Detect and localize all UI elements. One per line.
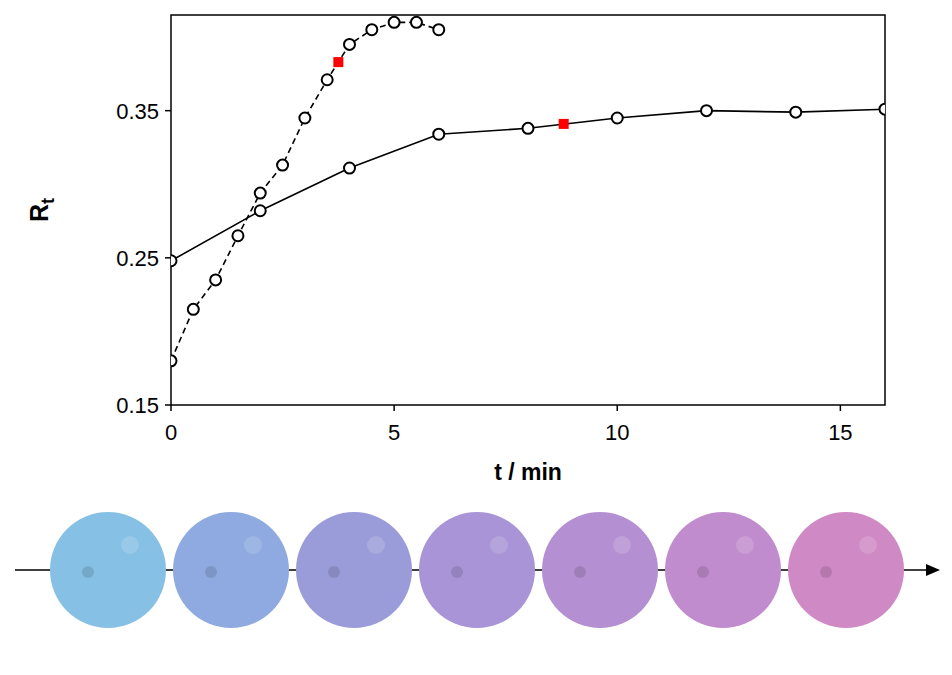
sample-spot: [121, 536, 139, 554]
sample-spot: [451, 566, 463, 578]
x-tick-label: 5: [388, 420, 400, 445]
data-point: [433, 24, 444, 35]
y-axis-title: Rt: [25, 198, 58, 222]
sample-spot: [490, 536, 508, 554]
y-tick-label: 0.35: [116, 99, 159, 124]
data-point: [255, 205, 266, 216]
time-arrowhead: [926, 564, 940, 576]
sample-spot: [697, 566, 709, 578]
sample-disc: [419, 512, 535, 628]
data-point: [559, 119, 569, 129]
data-point: [171, 355, 177, 366]
plot-frame: [171, 15, 885, 405]
data-point: [277, 160, 288, 171]
sample-disc: [542, 512, 658, 628]
x-tick-label: 0: [165, 420, 177, 445]
data-point: [344, 39, 355, 50]
x-tick: [393, 405, 395, 411]
x-tick-label: 15: [828, 420, 852, 445]
x-tick: [617, 405, 619, 411]
data-point: [333, 57, 343, 67]
sample-spot: [205, 566, 217, 578]
data-point: [322, 74, 333, 85]
data-point: [171, 255, 177, 266]
data-point: [366, 24, 377, 35]
sample-spot: [574, 566, 586, 578]
sample-spot: [613, 536, 631, 554]
y-tick: [165, 257, 171, 259]
sample-spot: [328, 566, 340, 578]
x-tick: [840, 405, 842, 411]
data-point: [701, 105, 712, 116]
y-tick: [165, 404, 171, 406]
x-axis-title: t / min: [494, 459, 562, 485]
data-point: [344, 163, 355, 174]
data-point: [523, 123, 534, 134]
x-tick-label: 10: [605, 420, 629, 445]
sample-disc: [50, 512, 166, 628]
data-point: [433, 129, 444, 140]
data-point: [188, 304, 199, 315]
data-point: [299, 113, 310, 124]
y-tick-label: 0.15: [116, 393, 159, 418]
data-point: [880, 104, 886, 115]
data-point: [411, 17, 422, 28]
chart: 0.15 0.25 0.35 0 5 10 15 t / min Rt: [0, 0, 952, 675]
data-point: [232, 230, 243, 241]
data-point: [255, 188, 266, 199]
data-point: [210, 274, 221, 285]
sample-spot: [820, 566, 832, 578]
y-tick-label: 0.25: [116, 246, 159, 271]
data-point: [389, 17, 400, 28]
sample-spot: [859, 536, 877, 554]
sample-disc: [665, 512, 781, 628]
sample-spot: [367, 536, 385, 554]
sample-disc: [173, 512, 289, 628]
sample-spot: [736, 536, 754, 554]
x-tick: [170, 405, 172, 411]
y-tick: [165, 110, 171, 112]
plot-data: [171, 17, 885, 366]
data-point: [612, 113, 623, 124]
series-line: [171, 109, 885, 261]
sample-spot: [82, 566, 94, 578]
sample-disc: [296, 512, 412, 628]
sample-disc: [788, 512, 904, 628]
sample-spot: [244, 536, 262, 554]
series-line: [171, 22, 439, 360]
data-point: [790, 107, 801, 118]
